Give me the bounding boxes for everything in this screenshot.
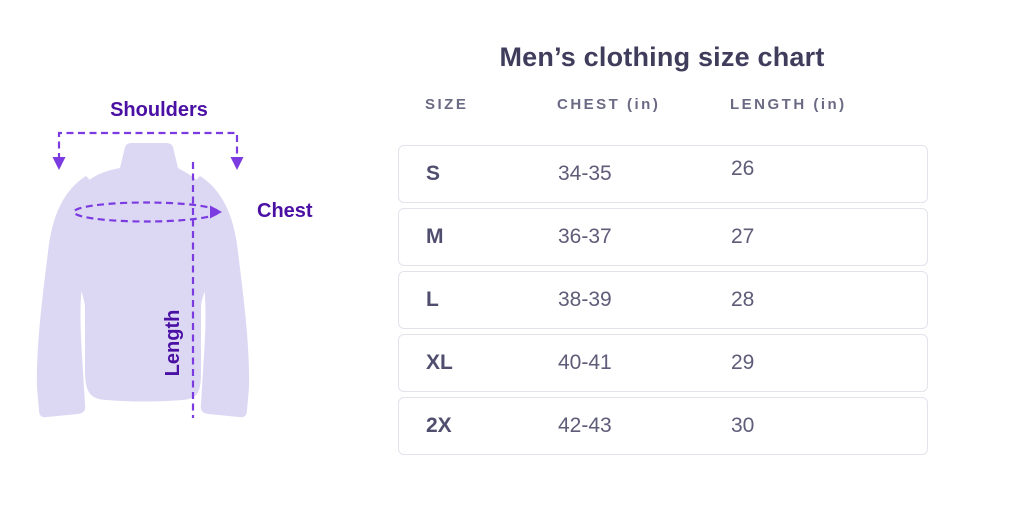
shoulders-measure-line: [57, 131, 239, 160]
shoulders-arrow-right-icon: [230, 157, 244, 170]
table-header: SIZE CHEST (in) LENGTH (in): [398, 96, 928, 113]
length-cell: 28: [731, 288, 755, 311]
length-cell: 29: [731, 351, 755, 374]
shirt-torso: [70, 143, 216, 402]
shoulders-label: Shoulders: [110, 99, 208, 121]
table-row: S 34-35 26: [398, 145, 928, 203]
size-cell: XL: [426, 351, 453, 374]
length-label: Length: [161, 309, 184, 377]
column-header-length: LENGTH (in): [730, 96, 847, 113]
column-header-size: SIZE: [425, 96, 469, 113]
chest-cell: 38-39: [558, 288, 612, 311]
table-row: 2X 42-43 30: [398, 397, 928, 455]
chest-arrow-icon: [210, 205, 222, 219]
size-cell: L: [426, 288, 439, 311]
size-cell: S: [426, 162, 441, 185]
length-cell: 27: [731, 225, 755, 248]
chest-cell: 36-37: [558, 225, 612, 248]
length-cell: 26: [731, 157, 755, 180]
table-row: M 36-37 27: [398, 208, 928, 266]
shirt-diagram: [36, 131, 250, 418]
chest-cell: 34-35: [558, 162, 612, 185]
column-header-chest: CHEST (in): [557, 96, 661, 113]
shoulders-arrow-left-icon: [52, 157, 66, 170]
size-cell: 2X: [426, 414, 452, 437]
chest-label: Chest: [257, 200, 313, 222]
size-cell: M: [426, 225, 444, 248]
size-table: S 34-35 26 M 36-37 27 L 38-39 28 XL 40-4…: [398, 145, 928, 455]
table-row: L 38-39 28: [398, 271, 928, 329]
chest-cell: 40-41: [558, 351, 612, 374]
chest-cell: 42-43: [558, 414, 612, 437]
length-cell: 30: [731, 414, 755, 437]
page-title: Men’s clothing size chart: [499, 42, 825, 72]
table-row: XL 40-41 29: [398, 334, 928, 392]
